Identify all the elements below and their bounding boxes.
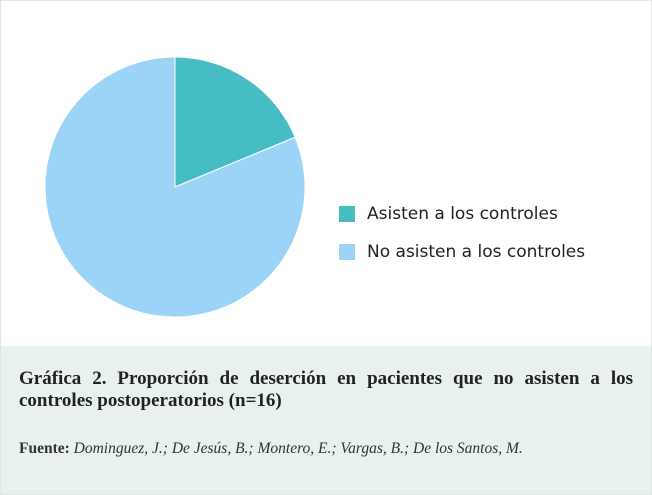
legend-label: Asisten a los controles	[367, 204, 558, 224]
legend-label: No asisten a los controles	[367, 242, 585, 262]
caption: Gráfica 2. Proporción de deserción en pa…	[1, 346, 651, 494]
legend-swatch	[339, 244, 355, 260]
pie-slice	[174, 56, 296, 188]
caption-title: Gráfica 2. Proporción de deserción en pa…	[19, 368, 633, 411]
source-text: Dominguez, J.; De Jesús, B.; Montero, E.…	[73, 440, 523, 457]
pie-slice	[44, 56, 306, 318]
legend-swatch	[339, 206, 355, 222]
caption-source: Fuente: Dominguez, J.; De Jesús, B.; Mon…	[19, 439, 633, 459]
chart: Asisten a los controles No asisten a los …	[44, 56, 585, 318]
source-label: Fuente:	[19, 440, 70, 457]
